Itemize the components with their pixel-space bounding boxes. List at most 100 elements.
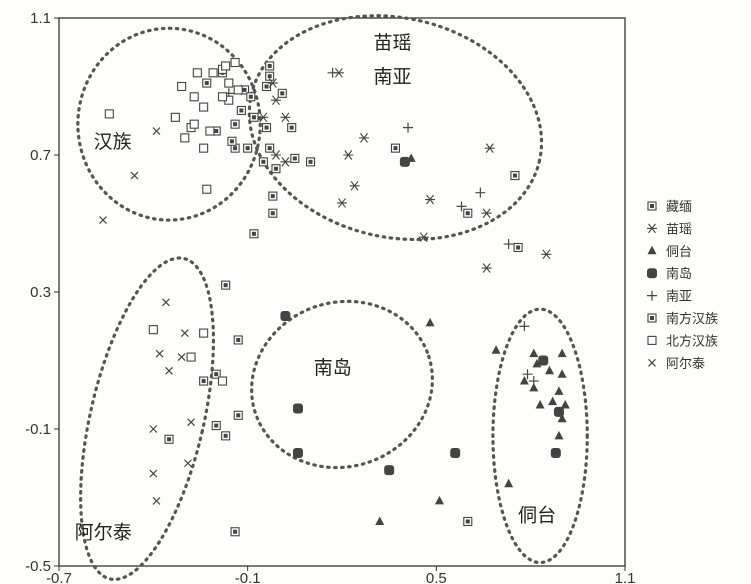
data-point bbox=[343, 150, 354, 160]
legend-marker bbox=[647, 268, 657, 279]
data-point bbox=[290, 153, 300, 163]
data-point bbox=[199, 143, 209, 153]
data-point bbox=[202, 184, 212, 194]
data-point bbox=[287, 123, 297, 133]
group-label: 苗瑶 bbox=[373, 32, 411, 54]
data-point bbox=[230, 57, 240, 68]
data-point bbox=[528, 376, 539, 387]
legend-marker bbox=[648, 358, 656, 367]
series-square bbox=[104, 57, 243, 386]
data-point bbox=[233, 85, 243, 95]
legend-item: 北方汉族 bbox=[647, 333, 718, 349]
data-point bbox=[541, 249, 552, 260]
plot-frame bbox=[58, 17, 626, 567]
data-point bbox=[180, 133, 190, 143]
data-point bbox=[187, 418, 195, 427]
y-tick-label: 1.1 bbox=[30, 10, 51, 27]
data-point bbox=[265, 71, 275, 81]
series-triangle bbox=[375, 153, 570, 525]
legend-marker bbox=[647, 335, 657, 345]
data-point bbox=[554, 386, 564, 395]
series-rounded-square bbox=[280, 156, 564, 476]
legend-label: 侗台 bbox=[666, 245, 692, 260]
data-point bbox=[548, 396, 558, 406]
data-point bbox=[249, 229, 259, 239]
data-point bbox=[375, 516, 385, 525]
data-point bbox=[327, 67, 338, 78]
data-point bbox=[280, 157, 291, 167]
cluster-ellipse bbox=[76, 26, 262, 222]
data-point bbox=[271, 164, 281, 174]
data-points bbox=[99, 57, 570, 537]
legend-label: 南亚 bbox=[666, 289, 692, 305]
data-point bbox=[292, 403, 303, 414]
data-point bbox=[292, 447, 303, 458]
legend-marker bbox=[647, 201, 657, 211]
data-point bbox=[557, 348, 567, 358]
data-point bbox=[217, 92, 228, 102]
data-point bbox=[217, 376, 228, 386]
data-point bbox=[246, 92, 256, 102]
data-point bbox=[277, 88, 287, 98]
group-label: 汉族 bbox=[94, 131, 132, 153]
data-point bbox=[221, 61, 231, 71]
data-point bbox=[306, 157, 316, 167]
data-point bbox=[205, 126, 215, 136]
data-point bbox=[189, 92, 199, 102]
legend-item: 南岛 bbox=[647, 266, 692, 282]
data-point bbox=[211, 421, 221, 431]
data-point bbox=[532, 358, 542, 368]
y-tick-label: 0.3 bbox=[30, 284, 51, 301]
data-point bbox=[99, 216, 107, 224]
data-point bbox=[170, 112, 180, 122]
data-point bbox=[227, 136, 237, 146]
data-point bbox=[503, 239, 514, 250]
legend-item: 侗台 bbox=[647, 245, 692, 260]
series-boxdot bbox=[202, 78, 523, 527]
legend-item: 苗瑶 bbox=[647, 222, 692, 237]
data-point bbox=[221, 431, 231, 441]
legend-label: 藏缅 bbox=[666, 200, 692, 215]
data-point bbox=[475, 187, 486, 198]
data-point bbox=[211, 369, 221, 379]
data-point bbox=[221, 280, 231, 290]
data-point bbox=[268, 208, 278, 218]
data-point bbox=[265, 143, 275, 153]
data-point bbox=[550, 447, 561, 458]
data-point bbox=[164, 434, 174, 444]
data-point bbox=[230, 119, 240, 129]
group-label: 侗台 bbox=[518, 504, 556, 526]
data-point bbox=[484, 143, 495, 153]
data-point bbox=[450, 447, 461, 458]
data-point bbox=[491, 345, 501, 354]
data-point bbox=[177, 353, 186, 361]
data-point bbox=[554, 430, 564, 440]
data-point bbox=[434, 495, 444, 505]
data-point bbox=[553, 406, 564, 417]
data-point bbox=[258, 112, 269, 123]
plot-border bbox=[58, 17, 626, 567]
data-point bbox=[280, 112, 291, 123]
legend-item: 南方汉族 bbox=[647, 311, 718, 327]
data-point bbox=[557, 413, 567, 423]
y-tick-label: -0.5 bbox=[25, 558, 51, 575]
legend-item: 藏缅 bbox=[647, 200, 692, 215]
data-point bbox=[425, 317, 435, 327]
data-point bbox=[202, 78, 212, 88]
data-point bbox=[199, 102, 209, 112]
legend-label: 南岛 bbox=[666, 266, 692, 282]
data-point bbox=[224, 78, 234, 88]
data-point bbox=[208, 68, 218, 78]
series-boxdot bbox=[164, 61, 281, 537]
y-tick-label: 0.7 bbox=[30, 147, 51, 164]
cluster-ellipse bbox=[491, 307, 589, 565]
data-point bbox=[192, 68, 202, 78]
data-point bbox=[513, 242, 523, 253]
data-point bbox=[519, 376, 529, 385]
data-point bbox=[155, 349, 164, 358]
data-point bbox=[529, 348, 539, 358]
data-point bbox=[261, 123, 272, 133]
data-point bbox=[233, 410, 243, 420]
data-point bbox=[403, 122, 414, 133]
